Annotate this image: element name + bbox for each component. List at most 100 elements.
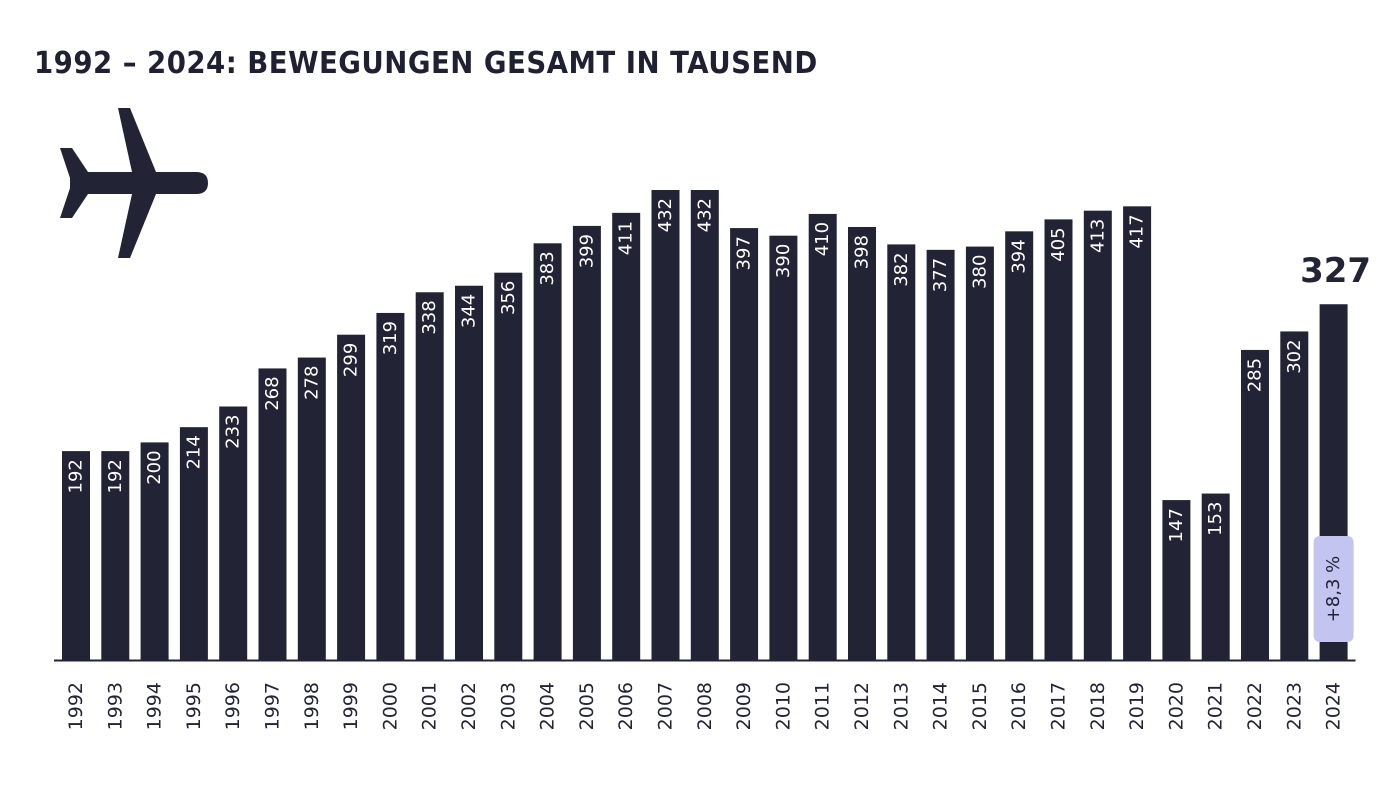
x-tick-label-2011: 2011 xyxy=(812,682,834,730)
x-tick-label-2016: 2016 xyxy=(1008,682,1030,730)
x-tick-label-2010: 2010 xyxy=(772,682,794,730)
bar-1994 xyxy=(140,442,169,660)
bar-2015 xyxy=(965,246,994,660)
bar-2020 xyxy=(1162,500,1191,660)
bar-value-label-2018: 413 xyxy=(1087,219,1108,253)
x-tick-label-1997: 1997 xyxy=(262,682,284,730)
bar-value-label-2015: 380 xyxy=(969,255,990,289)
x-tick-label-2012: 2012 xyxy=(851,682,873,730)
change-badge xyxy=(1313,536,1354,642)
x-tick-label-2023: 2023 xyxy=(1283,682,1305,730)
bar-2001 xyxy=(415,292,444,660)
bar-2014 xyxy=(926,249,955,661)
bar-value-label-2004: 383 xyxy=(537,251,558,285)
bar-1999 xyxy=(337,334,366,660)
bar-value-label-2007: 432 xyxy=(655,198,676,232)
bar-2011 xyxy=(808,213,837,660)
bar-value-label-2003: 356 xyxy=(498,281,519,315)
x-tick-label-2005: 2005 xyxy=(576,682,598,730)
bar-2012 xyxy=(848,226,876,661)
x-tick-label-2008: 2008 xyxy=(694,682,716,730)
x-tick-label-2004: 2004 xyxy=(537,682,559,730)
bar-2007 xyxy=(651,190,680,660)
bar-value-label-2016: 394 xyxy=(1009,239,1030,273)
x-tick-label-2007: 2007 xyxy=(655,682,677,730)
x-tick-label-2000: 2000 xyxy=(379,682,401,730)
bar-value-label-1998: 278 xyxy=(301,366,322,400)
x-tick-label-2003: 2003 xyxy=(497,682,519,730)
x-tick-label-1994: 1994 xyxy=(144,682,166,730)
bar-value-label-1997: 268 xyxy=(262,376,283,410)
bar-2002 xyxy=(455,285,483,660)
bar-1998 xyxy=(297,357,326,660)
bar-2009 xyxy=(730,228,759,660)
bar-value-label-2002: 344 xyxy=(459,294,480,328)
x-tick-label-2013: 2013 xyxy=(890,682,912,730)
x-tick-label-2014: 2014 xyxy=(930,682,952,730)
bar-value-label-1993: 192 xyxy=(105,459,126,493)
chart-title: 1992 – 2024: BEWEGUNGEN GESAMT IN TAUSEN… xyxy=(34,46,818,81)
bar-2017 xyxy=(1044,219,1073,660)
bar-2019 xyxy=(1123,206,1152,660)
bar-value-label-2017: 405 xyxy=(1048,227,1069,261)
x-tick-label-2018: 2018 xyxy=(1087,682,1109,730)
bar-value-label-1999: 299 xyxy=(341,343,362,377)
x-tick-label-2002: 2002 xyxy=(458,682,480,730)
x-tick-label-1998: 1998 xyxy=(301,682,323,730)
bar-1992 xyxy=(62,451,90,660)
x-tick-label-2015: 2015 xyxy=(969,682,991,730)
bar-2003 xyxy=(494,272,523,660)
x-tick-label-2024: 2024 xyxy=(1323,682,1345,730)
bar-value-label-2021: 153 xyxy=(1205,502,1226,536)
x-tick-label-1999: 1999 xyxy=(340,682,362,730)
bar-value-label-1995: 214 xyxy=(183,435,204,469)
bar-2023 xyxy=(1280,331,1309,660)
x-tick-label-2020: 2020 xyxy=(1165,682,1187,730)
x-tick-label-2017: 2017 xyxy=(1048,682,1070,730)
bar-value-label-2008: 432 xyxy=(694,198,715,232)
bar-2016 xyxy=(1005,231,1034,660)
bar-2004 xyxy=(533,243,562,660)
bar-value-label-2006: 411 xyxy=(616,221,637,255)
bar-value-label-2001: 338 xyxy=(419,300,440,334)
x-tick-label-2006: 2006 xyxy=(615,682,637,730)
bar-1996 xyxy=(219,406,248,660)
x-tick-label-1996: 1996 xyxy=(222,682,244,730)
bar-2010 xyxy=(769,235,798,660)
highlight-value-label: 327 xyxy=(1300,251,1371,291)
bar-2021 xyxy=(1201,493,1230,660)
bar-value-label-2022: 285 xyxy=(1245,358,1266,392)
bar-2005 xyxy=(572,225,601,660)
bar-value-label-2000: 319 xyxy=(380,321,401,355)
bar-2000 xyxy=(376,312,405,660)
bar-1995 xyxy=(179,427,208,660)
x-tick-label-1993: 1993 xyxy=(104,682,126,730)
bar-value-label-2020: 147 xyxy=(1166,508,1187,542)
bar-2008 xyxy=(690,190,719,660)
bar-value-label-2005: 399 xyxy=(576,234,597,268)
bar-2022 xyxy=(1241,349,1269,660)
x-tick-label-2009: 2009 xyxy=(733,682,755,730)
x-tick-label-2022: 2022 xyxy=(1244,682,1266,730)
x-tick-label-2021: 2021 xyxy=(1205,682,1227,730)
bar-value-label-2011: 410 xyxy=(812,222,833,256)
bar-2018 xyxy=(1083,210,1112,660)
bar-1993 xyxy=(101,451,130,660)
x-tick-label-2001: 2001 xyxy=(419,682,441,730)
bar-1997 xyxy=(258,368,287,660)
bar-value-label-2023: 302 xyxy=(1284,339,1305,373)
bar-value-label-1992: 192 xyxy=(66,459,87,493)
x-tick-label-1992: 1992 xyxy=(65,682,87,730)
x-tick-label-1995: 1995 xyxy=(183,682,205,730)
bar-value-label-2014: 377 xyxy=(930,258,951,292)
bar-2006 xyxy=(612,212,641,660)
bar-value-label-2019: 417 xyxy=(1127,214,1148,248)
bar-value-label-2009: 397 xyxy=(734,236,755,270)
airplane-icon xyxy=(60,108,208,258)
x-tick-label-2019: 2019 xyxy=(1126,682,1148,730)
bar-2013 xyxy=(887,244,916,661)
bar-value-label-2010: 390 xyxy=(773,244,794,278)
bar-value-label-1996: 233 xyxy=(223,415,244,449)
bar-value-label-1994: 200 xyxy=(144,450,165,484)
